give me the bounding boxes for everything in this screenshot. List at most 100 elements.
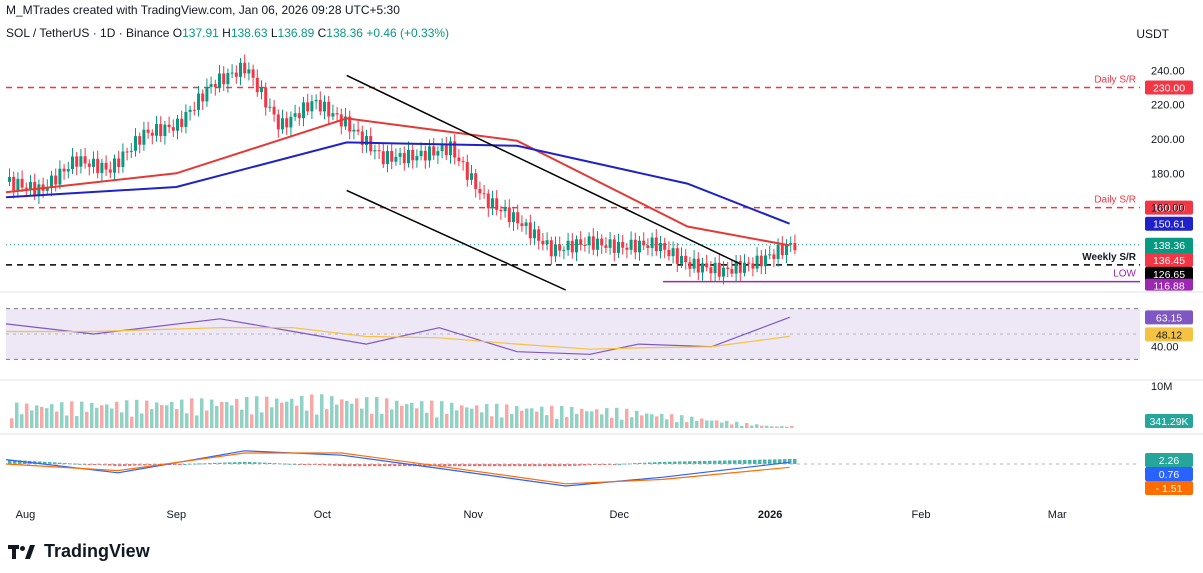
volume-bar [150,409,154,428]
candle-body [142,129,146,145]
volume-bar [410,402,414,428]
macd-hist-bar [583,464,587,466]
volume-bar [635,410,639,428]
volume-bar [430,400,434,428]
low-label: L [270,26,278,40]
candle-body [684,255,688,263]
volume-bar [15,402,19,428]
candle-body [226,73,230,85]
rsi-value-box [1145,310,1193,325]
volume-tick-label: 10M [1151,381,1172,393]
candle-body [495,198,499,210]
candle-body [117,158,121,168]
candle-body [608,239,612,248]
macd-hist-bar [638,462,642,464]
candle-body [453,141,457,158]
volume-bar [335,404,339,428]
volume-bar [170,401,174,428]
candle-body [29,182,32,189]
candle-body [747,262,751,264]
x-tick-label: 2026 [758,509,782,521]
volume-bar [125,400,129,428]
macd-hist-bar [493,464,497,467]
macd-hist-bar [133,464,137,466]
volume-bar [220,401,224,428]
macd-hist-bar [568,464,572,467]
volume-bar [175,409,179,428]
open-value: 137.91 [182,26,219,40]
candle-body [533,229,536,239]
volume-bar [680,415,684,428]
macd-hist-bar [348,464,352,467]
macd-hist-bar [248,461,252,464]
level-low-text: 116.88 [1153,281,1184,293]
candle-body [92,158,95,167]
macd-hist-bar [473,464,477,467]
candle-body [713,262,717,274]
macd-hist-bar [783,459,787,464]
candle-body [8,176,11,182]
volume-bar [305,410,309,428]
rsi-ma-line [6,327,790,350]
macd-hist-bar [258,462,262,464]
volume-bar [660,413,664,428]
volume-bar [135,399,139,428]
macd-hist-bar [683,461,687,464]
candle-body [302,102,305,119]
candle-body [71,156,74,170]
volume-bar [250,414,254,428]
macd-hist-bar [183,463,187,465]
macd-hist-bar [143,464,147,466]
volume-value-box [1145,414,1193,428]
volume-bar [500,417,504,428]
candle-body [612,239,616,253]
candle-body [743,262,746,273]
volume-bar [45,408,49,428]
volume-bar [85,411,89,428]
candle-body [54,175,58,185]
volume-bar [120,412,124,428]
candle-body [239,62,242,77]
macd-hist-bar [678,461,682,464]
candle-body [470,173,473,180]
macd-hist-bar [708,460,712,464]
symbol-name[interactable]: SOL / TetherUS · 1D · Binance [6,26,170,40]
volume-bar [300,395,304,428]
macd-hist-bar [333,464,337,466]
candle-body [759,255,763,267]
macd-hist-bar [13,460,17,464]
volume-bar [55,411,59,428]
candle-body [491,198,494,209]
volume-bar [80,401,84,428]
candle-body [440,145,444,152]
tradingview-logo-icon [8,544,35,559]
ema-short-value-text: 136.45 [1153,255,1185,267]
ema-short-value-box [1145,253,1193,268]
volume-bar [640,415,644,428]
macd-hist-bar [48,462,52,464]
volume-bar [470,408,474,428]
macd-hist-bar [73,463,77,465]
volume-bar [140,413,144,428]
candle-body [512,212,515,223]
candle-body [751,263,755,269]
volume-bar [290,398,294,428]
volume-bar [110,408,114,428]
macd-hist-bar [763,459,767,464]
volume-bar [325,409,329,428]
candle-body [24,187,28,189]
volume-bar [180,399,184,428]
macd-hist-bar [403,464,407,467]
macd-hist-bar [328,464,332,466]
candle-body [335,113,339,115]
candle-body [176,118,179,131]
volume-bar [215,405,219,428]
currency-label[interactable]: USDT [1136,27,1169,41]
candle-body [390,150,394,162]
candle-body [621,242,625,248]
volume-bar [735,421,739,428]
level-label: Daily S/R [1094,195,1136,206]
macd-hist-bar [648,462,652,464]
volume-bar [200,398,204,428]
